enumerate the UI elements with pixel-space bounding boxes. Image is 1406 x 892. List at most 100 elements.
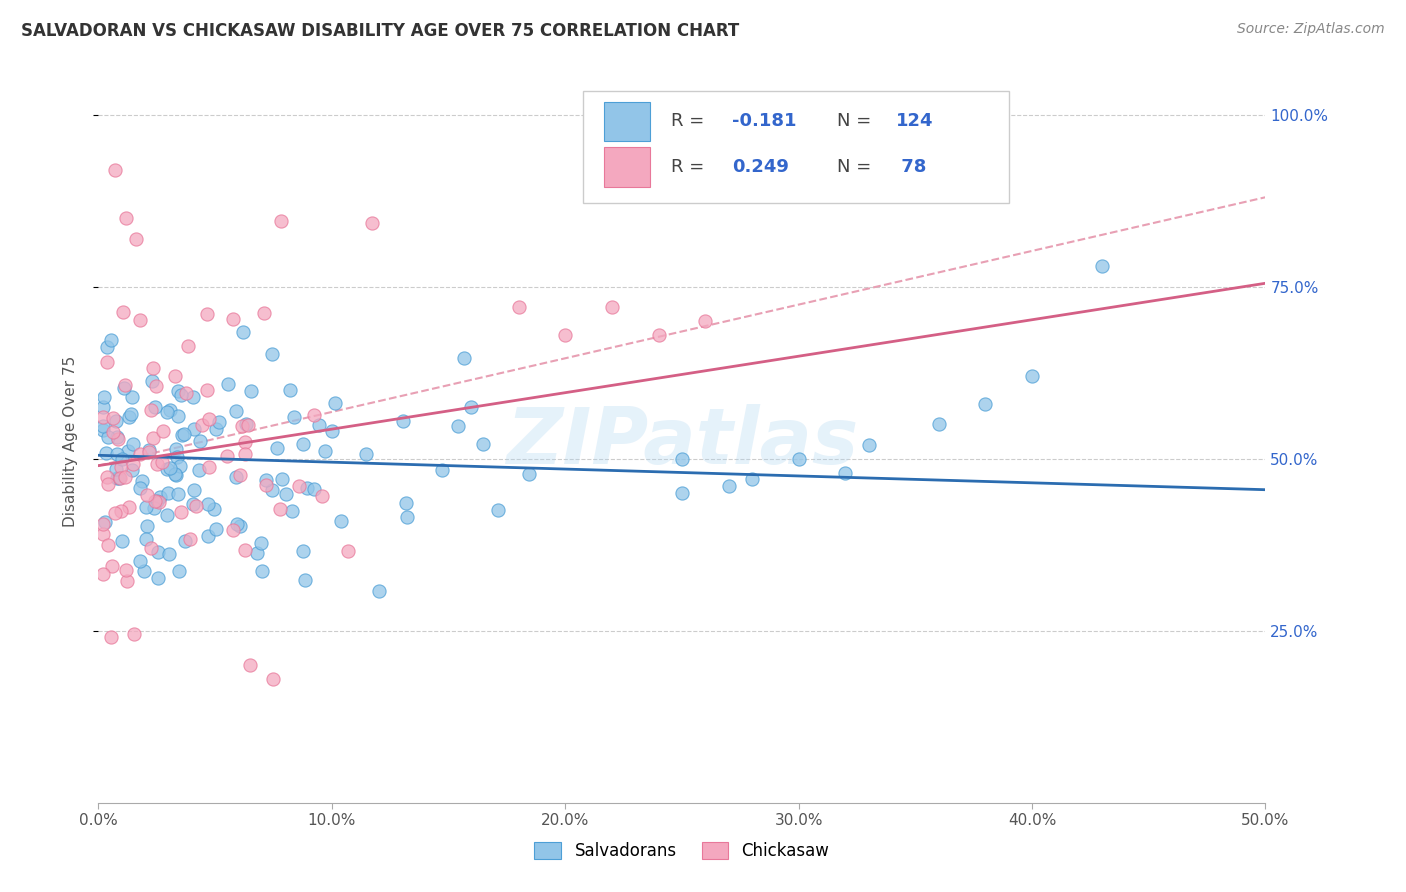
Text: N =: N = (837, 112, 877, 130)
Point (91, 517, 114, 532)
Point (114, 378, 136, 392)
Point (124, 627, 146, 641)
Legend: Salvadorans, Chickasaw: Salvadorans, Chickasaw (527, 835, 837, 867)
Point (354, 447, 377, 461)
Point (361, 216, 384, 230)
Point (156, 508, 179, 522)
Point (105, 471, 128, 485)
Point (138, 442, 160, 457)
Point (157, 486, 180, 500)
Point (136, 488, 159, 502)
Point (105, 447, 128, 461)
Point (297, 481, 319, 495)
Point (235, 435, 257, 450)
Point (229, 519, 252, 533)
Point (329, 514, 352, 528)
Text: R =: R = (672, 158, 710, 176)
Point (170, 388, 193, 402)
Point (183, 390, 205, 404)
Point (486, 503, 509, 517)
Point (187, 463, 209, 477)
Point (225, 403, 247, 417)
Point (246, 546, 269, 560)
Point (159, 403, 181, 417)
Point (270, 213, 292, 227)
Point (197, 497, 219, 511)
Point (121, 463, 143, 477)
Point (217, 377, 239, 392)
Point (291, 543, 314, 558)
Point (152, 424, 174, 438)
Point (159, 461, 181, 475)
Point (205, 421, 228, 435)
Point (231, 419, 253, 434)
Point (671, 451, 693, 466)
Text: -0.181: -0.181 (733, 112, 797, 130)
Point (91, 423, 114, 437)
Point (141, 375, 163, 389)
Point (111, 305, 134, 319)
Point (294, 573, 316, 587)
Point (225, 516, 247, 531)
Point (148, 495, 170, 509)
Point (128, 482, 150, 496)
Point (304, 408, 326, 422)
Point (146, 457, 169, 471)
Point (222, 312, 245, 326)
Point (395, 495, 418, 509)
Point (91, 409, 114, 424)
Point (190, 417, 212, 432)
Bar (582, 91, 1008, 203)
Point (283, 409, 305, 424)
Point (291, 437, 314, 451)
Point (269, 502, 291, 516)
Point (96, 470, 118, 484)
Point (254, 473, 277, 487)
Point (142, 431, 165, 445)
Point (395, 509, 418, 524)
Point (367, 583, 389, 598)
Point (430, 463, 453, 477)
Point (121, 458, 143, 472)
Point (96, 355, 118, 369)
Point (253, 305, 276, 319)
Point (229, 468, 252, 483)
Point (135, 532, 157, 546)
Point (176, 339, 198, 353)
Point (647, 327, 669, 342)
Point (222, 523, 245, 537)
Point (121, 437, 143, 451)
Point (157, 547, 180, 561)
Point (91, 526, 114, 541)
Point (145, 379, 167, 393)
Point (787, 451, 810, 466)
Point (179, 532, 201, 546)
Point (117, 574, 139, 589)
Point (100, 630, 122, 644)
Point (190, 434, 212, 448)
Point (143, 494, 166, 508)
Point (170, 505, 193, 519)
Point (114, 469, 136, 483)
Point (169, 564, 191, 578)
Point (143, 500, 166, 515)
Point (120, 407, 142, 421)
Point (517, 467, 540, 481)
Point (129, 447, 152, 461)
Point (205, 522, 228, 536)
Point (146, 545, 169, 559)
Bar (603, 147, 651, 186)
Point (174, 533, 197, 548)
Point (117, 443, 139, 458)
Point (202, 502, 225, 516)
Point (129, 554, 152, 568)
Point (239, 658, 262, 673)
Point (166, 384, 188, 398)
Point (91, 419, 114, 434)
Point (266, 441, 288, 455)
Point (165, 442, 187, 457)
Point (928, 417, 950, 432)
Point (118, 500, 141, 515)
Point (276, 486, 298, 500)
Point (150, 455, 173, 469)
